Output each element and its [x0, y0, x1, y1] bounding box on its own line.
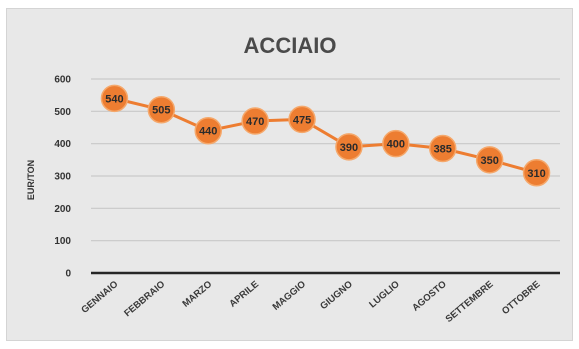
data-point — [288, 105, 316, 134]
data-label: 400 — [387, 139, 405, 151]
data-label: 310 — [527, 168, 545, 180]
data-point — [335, 133, 363, 161]
data-point — [475, 146, 504, 174]
chart-title: ACCIAIO — [244, 33, 337, 58]
x-tick-label: MARZO — [180, 279, 214, 310]
y-axis-label: EUR/TON — [26, 160, 36, 200]
y-tick-label: 200 — [54, 204, 71, 215]
y-tick-label: 400 — [54, 139, 71, 150]
x-tick-label: FEBBRAIO — [122, 279, 167, 319]
x-tick-label: LUGLIO — [367, 279, 402, 310]
chart-svg: ACCIAIO EUR/TON 0 100 200 300 400 500 600 GENN… — [26, 33, 560, 325]
data-label: 350 — [480, 155, 498, 167]
data-point — [429, 134, 457, 163]
y-tick-label: 300 — [54, 172, 71, 183]
data-label: 385 — [434, 144, 452, 156]
chart-area: ACCIAIO EUR/TON 0 100 200 300 400 500 600 GENN… — [6, 8, 573, 341]
y-tick-label: 0 — [65, 269, 71, 280]
y-tick-label: 500 — [54, 107, 71, 118]
data-label: 505 — [152, 105, 170, 117]
x-tick-label: SETTEMBRE — [444, 279, 496, 325]
y-tick-label: 100 — [54, 236, 71, 247]
data-label: 440 — [199, 126, 217, 138]
data-label: 540 — [105, 93, 123, 105]
x-tick-label: GENNAIO — [79, 279, 120, 316]
data-point — [100, 84, 129, 113]
data-point — [241, 107, 269, 135]
series-line — [114, 96, 537, 175]
data-labels: 540 505 440 470 475 390 400 385 350 310 — [105, 93, 545, 179]
y-axis-ticks: 0 100 200 300 400 500 600 — [54, 75, 71, 280]
data-point — [522, 159, 551, 187]
series-acciaio — [100, 84, 551, 187]
y-tick-label: 600 — [54, 75, 71, 86]
data-label: 390 — [340, 142, 358, 154]
data-point — [382, 129, 410, 158]
data-label: 470 — [246, 116, 264, 128]
data-point — [147, 95, 176, 124]
data-label: 475 — [293, 114, 311, 126]
x-tick-label: APRILE — [227, 279, 261, 310]
data-point — [194, 116, 222, 145]
x-axis-ticks: GENNAIO FEBBRAIO MARZO APRILE MAGGIO GIUGNO LU… — [79, 279, 542, 325]
x-tick-label: OTTOBRE — [500, 279, 543, 317]
x-tick-label: MAGGIO — [271, 279, 308, 313]
x-tick-label: GIUGNO — [318, 279, 355, 312]
x-tick-label: AGOSTO — [410, 279, 448, 314]
